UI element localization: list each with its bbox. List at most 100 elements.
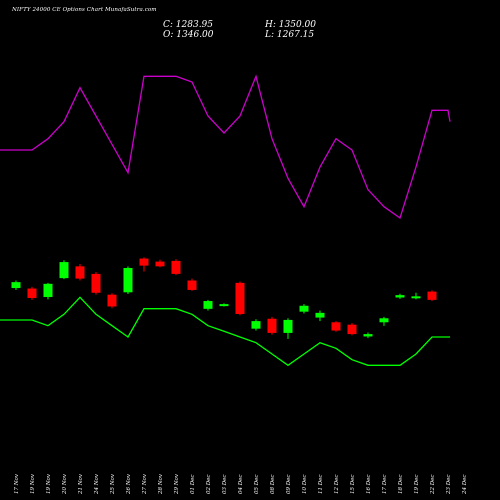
open-readout: O: 1346.00 bbox=[163, 30, 214, 40]
candle bbox=[187, 278, 197, 291]
candle bbox=[75, 263, 85, 281]
candle bbox=[43, 282, 53, 300]
candle bbox=[219, 303, 229, 307]
candle-body bbox=[43, 283, 53, 298]
x-tick-label: 25 Nov bbox=[110, 473, 116, 495]
x-tick-label: 15 Dec bbox=[350, 475, 356, 495]
open-label: O: bbox=[163, 30, 174, 40]
candle-body bbox=[75, 266, 85, 279]
close-readout: C: 1283.95 bbox=[163, 20, 213, 30]
candle-body bbox=[363, 334, 373, 337]
overlay-line-1 bbox=[0, 296, 450, 367]
x-tick-label: 21 Nov bbox=[78, 473, 84, 495]
candle-body bbox=[91, 273, 101, 293]
x-tick-label: 05 Dec bbox=[254, 475, 260, 495]
close-value: 1283.95 bbox=[175, 20, 214, 30]
x-tick-label: 19 Dec bbox=[414, 475, 420, 495]
candle bbox=[251, 319, 261, 331]
candle bbox=[347, 323, 357, 336]
x-tick-label: 01 Dec bbox=[190, 475, 196, 495]
open-value: 1346.00 bbox=[176, 30, 214, 40]
candle bbox=[411, 292, 421, 300]
candle bbox=[267, 316, 277, 335]
candle-body bbox=[315, 312, 325, 318]
candle bbox=[379, 316, 389, 326]
candle-body bbox=[203, 301, 213, 309]
x-tick-label: 22 Dec bbox=[430, 475, 436, 496]
candle-body bbox=[139, 258, 149, 266]
candle bbox=[11, 280, 21, 290]
high-readout: H: 1350.00 bbox=[265, 20, 316, 30]
overlay-layer bbox=[0, 74, 451, 367]
candle-body bbox=[219, 304, 229, 307]
candle bbox=[155, 259, 165, 268]
candle-body bbox=[331, 322, 341, 331]
low-readout: L: 1267.15 bbox=[265, 30, 314, 40]
x-tick-label: 24 Nov bbox=[94, 473, 100, 495]
candle bbox=[315, 310, 325, 322]
low-label: L: bbox=[265, 30, 275, 40]
candle-body bbox=[411, 296, 421, 299]
close-label: C: bbox=[163, 20, 173, 30]
candle-body bbox=[59, 262, 69, 279]
x-tick-label: 11 Dec bbox=[318, 475, 324, 495]
candle-body bbox=[187, 280, 197, 290]
candle-body bbox=[27, 288, 37, 298]
high-value: 1350.00 bbox=[278, 20, 316, 30]
x-tick-label: 16 Dec bbox=[366, 475, 372, 495]
x-tick-label: 23 Dec bbox=[446, 475, 452, 496]
high-label: H: bbox=[265, 20, 276, 30]
candle bbox=[139, 257, 149, 272]
candle-body bbox=[427, 291, 437, 300]
candle bbox=[363, 332, 373, 339]
candle-body bbox=[395, 295, 405, 298]
chart-title: NIFTY 24000 CE Options Chart MunafaSutra… bbox=[12, 7, 157, 13]
x-tick-label: 17 Nov bbox=[14, 473, 20, 494]
x-tick-label: 26 Nov bbox=[126, 473, 132, 495]
low-value: 1267.15 bbox=[276, 30, 315, 40]
x-tick-label: 18 Dec bbox=[398, 475, 404, 495]
candle-body bbox=[283, 319, 293, 333]
candle-body bbox=[379, 318, 389, 323]
candle bbox=[395, 293, 405, 299]
x-tick-label: 03 Dec bbox=[222, 475, 228, 495]
x-tick-label: 29 Nov bbox=[174, 473, 180, 495]
candle bbox=[427, 290, 437, 302]
x-tick-label: 19 Nov bbox=[46, 473, 52, 494]
candle bbox=[283, 318, 293, 339]
candle-body bbox=[171, 260, 181, 274]
candle-body bbox=[155, 261, 165, 267]
candle bbox=[331, 321, 341, 332]
x-tick-label: 12 Dec bbox=[334, 475, 340, 495]
candle bbox=[27, 286, 37, 300]
x-axis-labels: 17 Nov 19 Nov 19 Nov 20 Nov 21 Nov 24 Nov 25 N… bbox=[14, 473, 468, 495]
x-tick-label: 17 Dec bbox=[382, 475, 388, 495]
x-tick-label: 04 Dec bbox=[238, 475, 244, 495]
candle bbox=[91, 272, 101, 295]
candle-body bbox=[251, 321, 261, 329]
candle-body bbox=[267, 318, 277, 333]
x-tick-label: 20 Nov bbox=[62, 473, 68, 495]
candle-body bbox=[123, 267, 133, 293]
x-tick-label: 28 Nov bbox=[158, 473, 164, 495]
candle bbox=[107, 293, 117, 309]
x-tick-label: 19 Nov bbox=[30, 473, 36, 494]
candle-layer bbox=[11, 257, 437, 339]
candle bbox=[123, 266, 133, 294]
candle bbox=[203, 299, 213, 311]
x-tick-label: 27 Nov bbox=[142, 473, 148, 495]
candle-body bbox=[107, 294, 117, 307]
candle-body bbox=[299, 305, 309, 312]
candle bbox=[171, 259, 181, 276]
candle bbox=[299, 304, 309, 314]
overlay-line-2 bbox=[0, 74, 451, 220]
candle bbox=[235, 281, 245, 316]
x-tick-label: 08 Dec bbox=[270, 475, 276, 495]
candle-body bbox=[347, 324, 357, 335]
x-tick-label: 09 Dec bbox=[286, 475, 292, 495]
x-tick-label: 02 Dec bbox=[206, 475, 212, 495]
x-tick-label: 10 Dec bbox=[302, 475, 308, 495]
x-tick-label: 24 Dec bbox=[462, 475, 468, 496]
candle-body bbox=[235, 282, 245, 315]
candle-body bbox=[11, 282, 21, 289]
